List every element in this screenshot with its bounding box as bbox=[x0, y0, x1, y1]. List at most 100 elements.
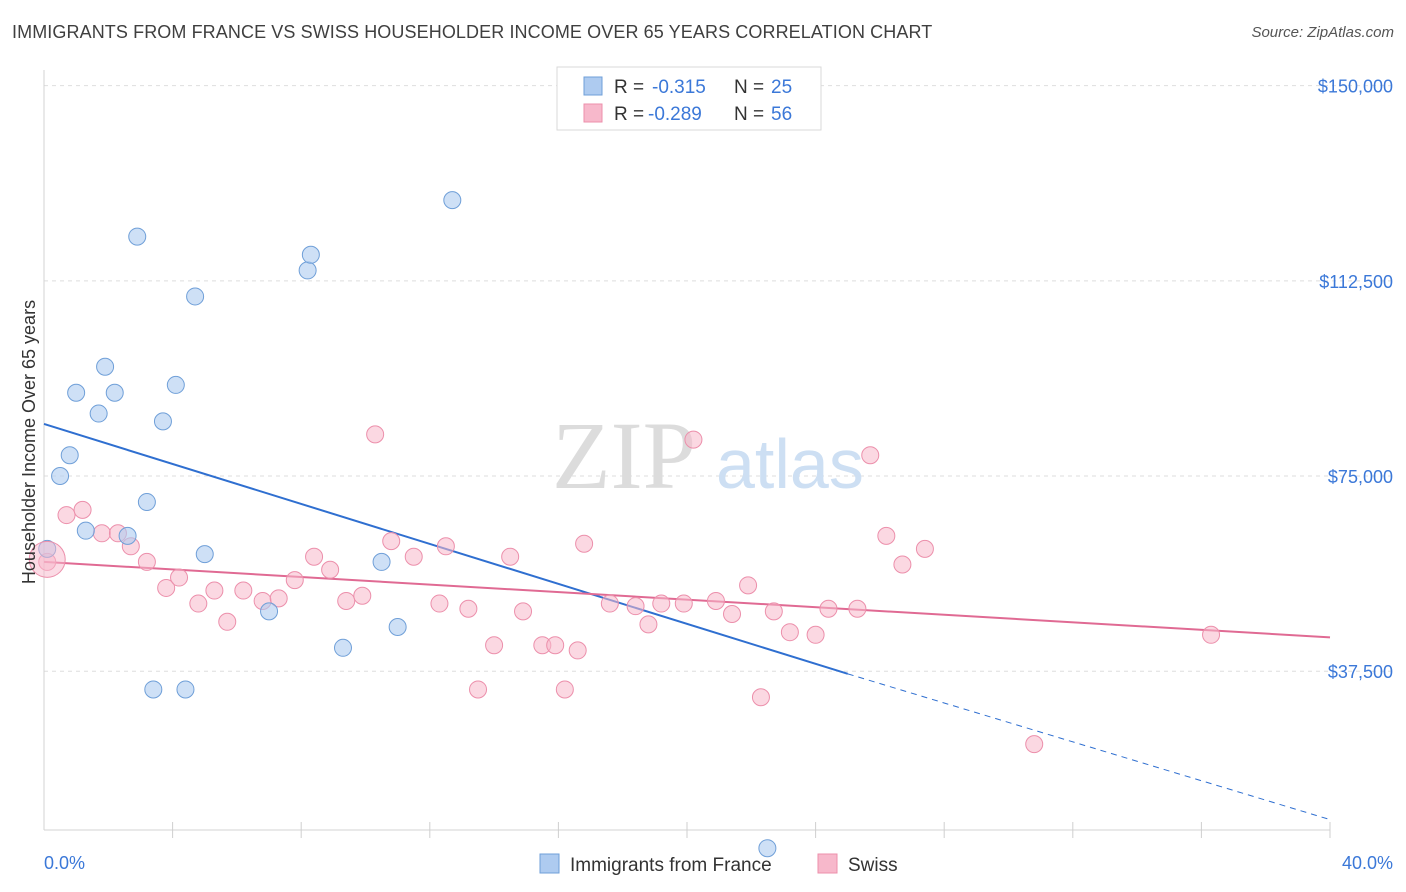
swiss-point bbox=[600, 594, 619, 613]
watermark: ZIP atlas bbox=[552, 402, 864, 509]
legend-r-label-france: R = bbox=[614, 77, 644, 98]
swiss-point bbox=[205, 581, 224, 600]
swiss-point bbox=[706, 591, 725, 610]
y-tick-labels: $150,000 $112,500 $75,000 $37,500 bbox=[1318, 77, 1393, 683]
france-point bbox=[301, 245, 320, 264]
france-point bbox=[388, 617, 407, 636]
legend-n-label-swiss: N = bbox=[734, 104, 764, 125]
swiss-point bbox=[555, 680, 574, 699]
swiss-point bbox=[73, 500, 92, 519]
france-point bbox=[176, 680, 195, 699]
swiss-point bbox=[269, 589, 288, 608]
swiss-point bbox=[218, 612, 237, 631]
y-tick-label: $75,000 bbox=[1328, 467, 1393, 487]
france-point bbox=[758, 839, 777, 858]
watermark-atlas: atlas bbox=[716, 425, 864, 503]
x-tick-label-max: 40.0% bbox=[1342, 853, 1393, 873]
swiss-point bbox=[234, 581, 253, 600]
swiss-point bbox=[353, 586, 372, 605]
swiss-point bbox=[806, 625, 825, 644]
france-point bbox=[195, 545, 214, 564]
legend-swatch-france bbox=[583, 76, 603, 96]
data-points bbox=[28, 191, 1221, 858]
swiss-point bbox=[285, 571, 304, 590]
france-point bbox=[105, 383, 124, 402]
france-point bbox=[96, 357, 115, 376]
swiss-point bbox=[92, 524, 111, 543]
france-point bbox=[333, 638, 352, 657]
swiss-point bbox=[893, 555, 912, 574]
legend-r-label-swiss: R = bbox=[614, 104, 644, 125]
bottom-legend-swatch-france bbox=[539, 853, 560, 874]
swiss-point bbox=[501, 547, 520, 566]
swiss-point bbox=[485, 636, 504, 655]
swiss-point bbox=[337, 591, 356, 610]
watermark-zip: ZIP bbox=[552, 402, 696, 509]
swiss-point bbox=[723, 604, 742, 623]
legend-r-value-swiss: -0.289 bbox=[648, 104, 702, 125]
swiss-point bbox=[684, 430, 703, 449]
swiss-point bbox=[652, 594, 671, 613]
legend-n-label-france: N = bbox=[734, 77, 764, 98]
france-point bbox=[153, 412, 172, 431]
legend-r-value-france: -0.315 bbox=[652, 77, 706, 98]
swiss-point bbox=[514, 602, 533, 621]
y-axis-label: Householder Income Over 65 years bbox=[19, 300, 39, 584]
swiss-point bbox=[459, 599, 478, 618]
swiss-point bbox=[877, 526, 896, 545]
legend-box: R = -0.315 N = 25 R = -0.289 N = 56 bbox=[556, 66, 822, 131]
swiss-point bbox=[366, 425, 385, 444]
source-credit: Source: ZipAtlas.com bbox=[1251, 24, 1394, 41]
swiss-point bbox=[189, 594, 208, 613]
swiss-point bbox=[430, 594, 449, 613]
swiss-point bbox=[674, 594, 693, 613]
y-tick-label: $112,500 bbox=[1319, 272, 1393, 292]
swiss-point bbox=[546, 636, 565, 655]
france-point bbox=[372, 552, 391, 571]
swiss-point bbox=[157, 578, 176, 597]
bottom-legend-label-france: Immigrants from France bbox=[570, 855, 772, 876]
swiss-point bbox=[305, 547, 324, 566]
france-point bbox=[67, 383, 86, 402]
swiss-point bbox=[739, 576, 758, 595]
x-tick-label-min: 0.0% bbox=[44, 853, 85, 873]
swiss-point bbox=[764, 602, 783, 621]
france-point bbox=[118, 526, 137, 545]
bottom-legend-swatch-swiss bbox=[817, 853, 838, 874]
bottom-legend: Immigrants from France Swiss bbox=[539, 853, 898, 876]
swiss-point bbox=[382, 532, 401, 551]
france-point bbox=[60, 446, 79, 465]
swiss-point bbox=[1025, 735, 1044, 754]
france-point bbox=[137, 493, 156, 512]
france-point bbox=[128, 227, 147, 246]
legend-n-value-swiss: 56 bbox=[771, 104, 792, 125]
swiss-point bbox=[626, 597, 645, 616]
france-point bbox=[89, 404, 108, 423]
legend-n-value-france: 25 bbox=[771, 77, 792, 98]
x-ticks bbox=[172, 822, 1331, 838]
swiss-point bbox=[1202, 625, 1221, 644]
swiss-point bbox=[404, 547, 423, 566]
swiss-point bbox=[848, 599, 867, 618]
france-point bbox=[260, 602, 279, 621]
swiss-point bbox=[469, 680, 488, 699]
swiss-point bbox=[137, 552, 156, 571]
swiss-point bbox=[170, 568, 189, 587]
france-point bbox=[298, 261, 317, 280]
france-trend-extension bbox=[847, 673, 1331, 821]
swiss-point bbox=[57, 506, 76, 525]
swiss-point bbox=[321, 560, 340, 579]
france-point bbox=[186, 287, 205, 306]
swiss-point bbox=[751, 688, 770, 707]
swiss-point bbox=[436, 537, 455, 556]
y-tick-label: $150,000 bbox=[1318, 77, 1393, 97]
france-point bbox=[76, 521, 95, 540]
swiss-point-large bbox=[28, 540, 66, 578]
legend-swatch-swiss bbox=[583, 103, 603, 123]
swiss-point bbox=[575, 534, 594, 553]
chart-title: IMMIGRANTS FROM FRANCE VS SWISS HOUSEHOL… bbox=[12, 22, 933, 42]
swiss-point bbox=[639, 615, 658, 634]
swiss-point bbox=[915, 539, 934, 558]
swiss-point bbox=[819, 599, 838, 618]
